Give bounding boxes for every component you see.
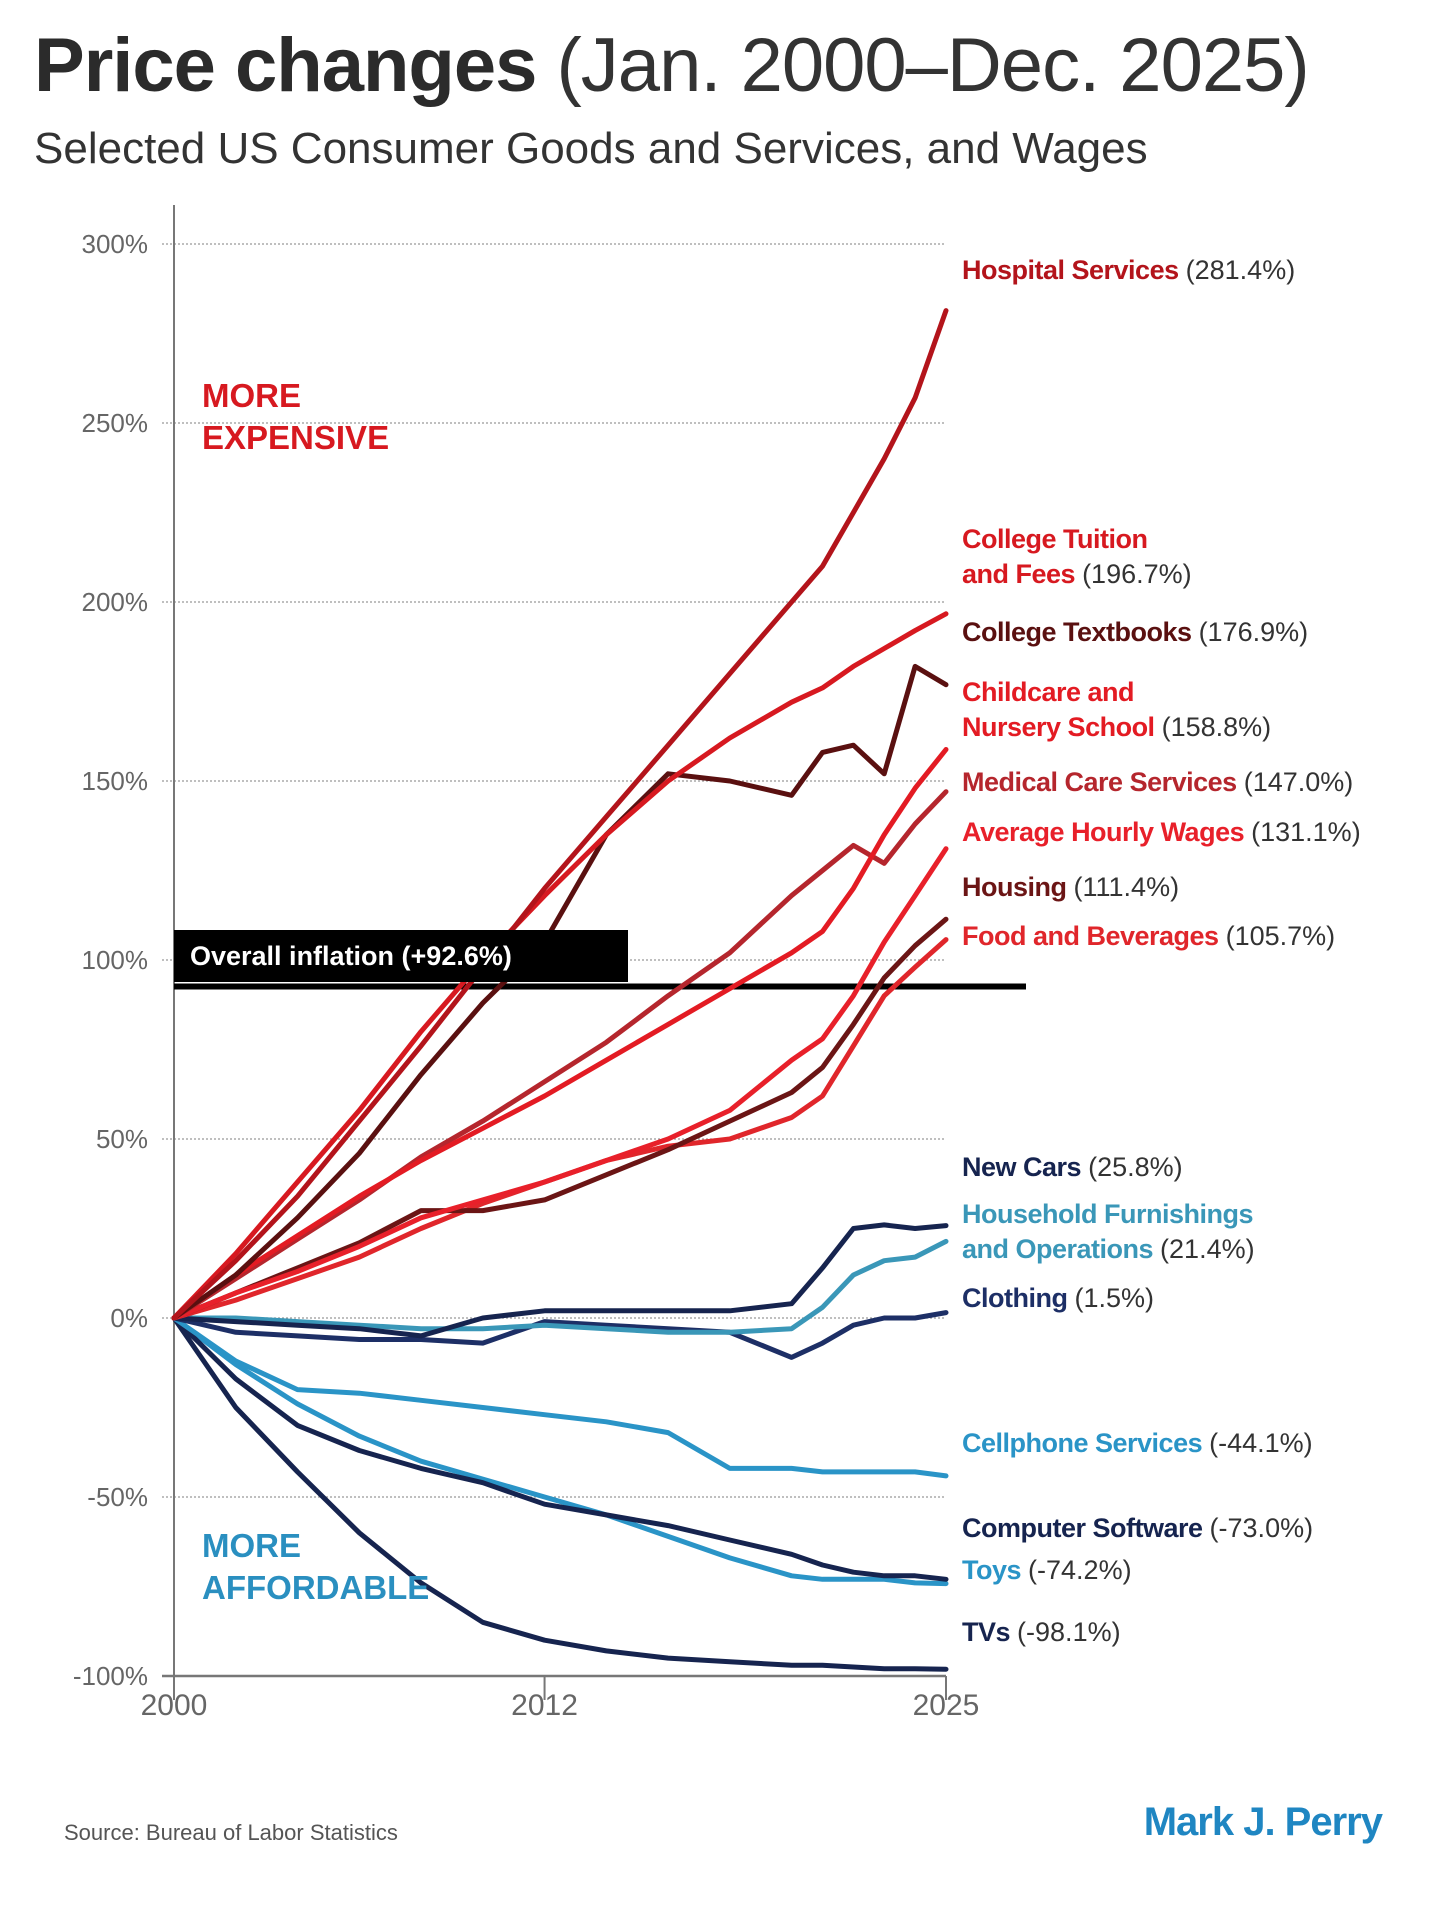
y-tick-label: 300%: [82, 229, 149, 259]
series-label-name-line2: Nursery School: [962, 712, 1155, 742]
series-label-name: College Tuition: [962, 524, 1148, 554]
y-tick-label: 100%: [82, 945, 149, 975]
series-line-housing: [171, 916, 949, 1321]
series-label: Toys (-74.2%): [962, 1553, 1132, 1588]
author-brand: Mark J. Perry: [1143, 1800, 1383, 1844]
series-label-name: Childcare and: [962, 677, 1135, 707]
series-line-household-furnishings-and-operations: [171, 1238, 949, 1335]
series-label-value: (196.7%): [1082, 559, 1192, 589]
series-label-name: New Cars: [962, 1152, 1082, 1182]
series-label-value: (25.8%): [1088, 1152, 1183, 1182]
series-label-name-line2: and Operations: [962, 1234, 1154, 1264]
chart-subtitle: Selected US Consumer Goods and Services,…: [34, 124, 1148, 173]
y-tick-label: 150%: [82, 766, 149, 796]
series-label-name: Toys: [962, 1555, 1022, 1585]
more-expensive-annotation: MORE EXPENSIVE: [202, 377, 390, 456]
series-label: Average Hourly Wages (131.1%): [962, 815, 1361, 850]
series-label-name: College Textbooks: [962, 617, 1192, 647]
series-label-name: Hospital Services: [962, 255, 1179, 285]
series-label-value: (-44.1%): [1209, 1428, 1313, 1458]
series-line-clothing: [171, 1310, 949, 1360]
y-tick-label: 0%: [110, 1303, 148, 1333]
series-label-name: Food and Beverages: [962, 921, 1219, 951]
series-label-name: Cellphone Services: [962, 1428, 1203, 1458]
series-label: Housing (111.4%): [962, 870, 1179, 905]
series-label-name: Housing: [962, 872, 1067, 902]
series-label: College Tuition and Fees (196.7%): [962, 522, 1192, 592]
x-tick-label: 2000: [141, 1689, 208, 1722]
chart-title: Price changes (Jan. 2000–Dec. 2025): [34, 23, 1310, 108]
series-label-value: (21.4%): [1160, 1234, 1255, 1264]
series-line-medical-care-services: [171, 789, 949, 1321]
series-label-value: (281.4%): [1185, 255, 1296, 285]
series-label: Computer Software (-73.0%): [962, 1511, 1313, 1546]
series-line-hospital-services: [171, 308, 949, 1321]
series-line-childcare-and-nursery-school: [171, 747, 949, 1321]
x-tick-label: 2012: [511, 1689, 578, 1722]
series-label: TVs (-98.1%): [962, 1615, 1121, 1650]
series-label: Clothing (1.5%): [962, 1281, 1154, 1316]
series-label: College Textbooks (176.9%): [962, 615, 1308, 650]
series-line-average-hourly-wages: [171, 846, 949, 1321]
series-label-value: (158.8%): [1161, 712, 1272, 742]
series-label-value: (-74.2%): [1028, 1555, 1132, 1585]
series-label-name: Household Furnishings: [962, 1199, 1254, 1229]
series-label: Medical Care Services (147.0%): [962, 765, 1353, 800]
series-label-name-line2: and Fees: [962, 559, 1076, 589]
series-label: New Cars (25.8%): [962, 1150, 1183, 1185]
series-label-value: (-73.0%): [1209, 1513, 1314, 1543]
series-line-food-and-beverages: [171, 937, 949, 1321]
series-label: Household Furnishings and Operations (21.…: [962, 1197, 1255, 1267]
series-label-name: TVs: [962, 1617, 1011, 1647]
series-label-value: (176.9%): [1198, 617, 1309, 647]
series-line-college-textbooks: [171, 663, 949, 1321]
series-line-computer-software: [171, 1315, 949, 1582]
series-label: Childcare and Nursery School (158.8%): [962, 675, 1271, 745]
source-note: Source: Bureau of Labor Statistics: [64, 1820, 398, 1845]
series-label-value: (105.7%): [1225, 921, 1336, 951]
series-label-value: (111.4%): [1073, 872, 1180, 902]
series-label: Cellphone Services (-44.1%): [962, 1426, 1313, 1461]
series-line-cellphone-services: [171, 1315, 949, 1479]
y-tick-label: -100%: [73, 1661, 148, 1691]
series-label-name: Computer Software: [962, 1513, 1203, 1543]
y-tick-label: 200%: [82, 587, 149, 617]
series-line-new-cars: [171, 1222, 949, 1339]
series-line-toys: [171, 1315, 949, 1587]
overall-inflation-label: Overall inflation (+92.6%): [174, 930, 628, 982]
y-tick-label: -50%: [87, 1482, 148, 1512]
series-label-name: Average Hourly Wages: [962, 817, 1245, 847]
x-tick-label: 2025: [913, 1689, 980, 1722]
series-label-name: Clothing: [962, 1283, 1068, 1313]
series-label-value: (131.1%): [1251, 817, 1361, 847]
y-tick-label: 50%: [96, 1124, 148, 1154]
series-label-value: (1.5%): [1074, 1283, 1155, 1313]
more-affordable-annotation: MORE AFFORDABLE: [202, 1527, 430, 1606]
y-tick-label: 250%: [82, 408, 149, 438]
series-label-name: Medical Care Services: [962, 767, 1237, 797]
series-label-value: (-98.1%): [1017, 1617, 1121, 1647]
series-label-value: (147.0%): [1243, 767, 1354, 797]
series-label: Hospital Services (281.4%): [962, 253, 1295, 288]
series-label: Food and Beverages (105.7%): [962, 919, 1335, 954]
series-line-college-tuition-and-fees: [171, 611, 949, 1321]
series-line-tvs: [171, 1315, 949, 1672]
